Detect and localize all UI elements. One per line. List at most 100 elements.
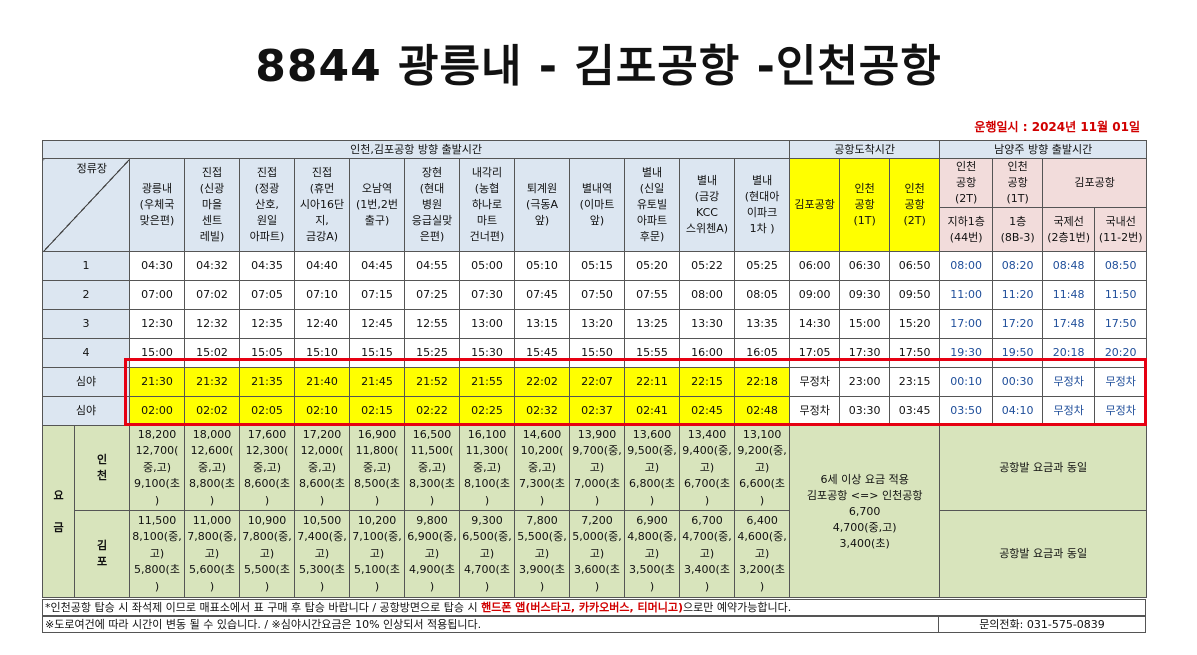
stop-header: 오남역 (1번,2번 출구) — [349, 158, 405, 252]
table-row: 2 07:00 07:02 07:05 07:10 07:15 07:25 07:30 07:4… — [42, 280, 1148, 310]
departure-time: 02:00 — [129, 396, 185, 426]
late-night-highlight-box — [124, 358, 1147, 426]
departure-time: 07:10 — [294, 280, 350, 310]
fare-incheon: 13,900 9,700(중, 고) 7,000(초 ) — [569, 425, 625, 511]
arrival-time: 23:00 — [839, 367, 891, 397]
fare-gimpo: 7,200 5,000(중, 고) 3,600(초 ) — [569, 510, 625, 598]
return-time: 11:50 — [1094, 280, 1148, 310]
stop-header: 장현 (현대 병원 응급실맞 은편) — [404, 158, 460, 252]
fare-gimpo: 10,500 7,400(중, 고) 5,300(초 ) — [294, 510, 350, 598]
arrival-time: 17:50 — [889, 338, 941, 368]
fare-gimpo: 11,500 8,100(중, 고) 5,800(초 ) — [129, 510, 185, 598]
departure-time: 04:55 — [404, 251, 460, 281]
departure-time: 02:32 — [514, 396, 570, 426]
departure-time: 05:00 — [459, 251, 515, 281]
return-time: 08:00 — [939, 251, 994, 281]
arrival-time: 06:00 — [789, 251, 841, 281]
departure-time: 07:15 — [349, 280, 405, 310]
return-time: 17:00 — [939, 309, 994, 339]
return-time: 20:20 — [1094, 338, 1148, 368]
contact-phone: 문의전화: 031-575-0839 — [938, 617, 1145, 632]
return-time: 17:50 — [1094, 309, 1148, 339]
departure-time: 08:00 — [679, 280, 735, 310]
departure-time: 05:20 — [624, 251, 680, 281]
arrival-time: 14:30 — [789, 309, 841, 339]
table-row: 인천,김포공항 방향 출발시간 공항도착시간 남양주 방향 출발시간 — [41, 140, 1148, 159]
departure-time: 02:05 — [239, 396, 295, 426]
fare-label: 요 금 — [42, 425, 75, 598]
return-header: 인천 공항 (1T) — [992, 158, 1044, 208]
fare-incheon: 17,200 12,000( 중,고) 8,600(초 ) — [294, 425, 350, 511]
arrival-time: 17:30 — [839, 338, 891, 368]
return-header: 김포공항 — [1042, 158, 1148, 208]
return-header: 인천 공항 (2T) — [939, 158, 994, 208]
departure-time: 13:20 — [569, 309, 625, 339]
return-time: 무정차 — [1042, 396, 1096, 426]
stop-header: 별내역 (이마트 앞) — [569, 158, 625, 252]
note-text-end: 으로만 예약가능합니다. — [683, 601, 792, 614]
fare-incheon: 17,600 12,300( 중,고) 8,600(초 ) — [239, 425, 295, 511]
departure-time: 04:35 — [239, 251, 295, 281]
departure-time: 15:50 — [569, 338, 625, 368]
arrival-header: 인천 공항 (2T) — [889, 158, 941, 252]
departure-time: 12:35 — [239, 309, 295, 339]
table-row: 3 12:30 12:32 12:35 12:40 12:45 12:55 13:00 13:1… — [42, 309, 1148, 339]
departure-time: 13:25 — [624, 309, 680, 339]
arrival-time: 17:05 — [789, 338, 841, 368]
airport-fare: 6세 이상 요금 적용 김포공항 <=> 인천공항 6,700 4,700(중,… — [789, 425, 941, 598]
arrival-time: 09:30 — [839, 280, 891, 310]
departure-time: 22:02 — [514, 367, 570, 397]
timetable: 인천,김포공항 방향 출발시간 공항도착시간 남양주 방향 출발시간 정류장 광릉내 (… — [41, 140, 1148, 598]
stop-label-cell: 정류장 — [42, 158, 130, 252]
return-subheader: 1층 (8B-3) — [992, 207, 1044, 252]
departure-time: 13:15 — [514, 309, 570, 339]
table-row: 심야 21:30 21:32 21:35 21:40 21:45 21:52 21:55 22:… — [42, 367, 1148, 397]
arrival-time: 03:45 — [889, 396, 941, 426]
departure-time: 13:35 — [733, 309, 791, 339]
departure-time: 05:22 — [679, 251, 735, 281]
stop-header: 별내 (신일 유토빌 아파트 후문) — [624, 158, 680, 252]
fare-gimpo: 9,800 6,900(중, 고) 4,900(초 ) — [404, 510, 460, 598]
arrival-time: 무정차 — [789, 396, 841, 426]
fare-incheon: 16,900 11,800( 중,고) 8,500(초 ) — [349, 425, 405, 511]
departure-time: 08:05 — [733, 280, 791, 310]
return-fare: 공항발 요금과 동일 — [939, 425, 1148, 511]
return-time: 11:00 — [939, 280, 994, 310]
fare-incheon: 18,200 12,700( 중,고) 9,100(초 ) — [129, 425, 185, 511]
note-app-highlight: 핸드폰 앱(버스타고, 카카오버스, 티머니고) — [481, 601, 684, 614]
arrival-time: 06:50 — [889, 251, 941, 281]
return-subheader: 국내선 (11-2번) — [1094, 207, 1148, 252]
arrival-time: 09:50 — [889, 280, 941, 310]
departure-time: 12:32 — [184, 309, 240, 339]
fare-gimpo: 11,000 7,800(중, 고) 5,600(초 ) — [184, 510, 240, 598]
return-time: 무정차 — [1094, 396, 1148, 426]
return-time: 17:48 — [1042, 309, 1096, 339]
departure-time: 07:30 — [459, 280, 515, 310]
departure-time: 12:30 — [129, 309, 185, 339]
note-line-2: ※도로여건에 따라 시간이 변동 될 수 있습니다. / ※심야시간요금은 10… — [42, 616, 1146, 633]
fare-incheon: 18,000 12,600( 중,고) 8,800(초 ) — [184, 425, 240, 511]
note-text-2: ※도로여건에 따라 시간이 변동 될 수 있습니다. / ※심야시간요금은 10… — [45, 618, 482, 631]
return-time: 20:18 — [1042, 338, 1096, 368]
fare-incheon: 13,600 9,500(중, 고) 6,800(초 ) — [624, 425, 680, 511]
fare-incheon: 13,400 9,400(중, 고) 6,700(초 ) — [679, 425, 735, 511]
departure-time: 21:55 — [459, 367, 515, 397]
departure-time: 15:05 — [239, 338, 295, 368]
departure-time: 02:02 — [184, 396, 240, 426]
note-text: *인천공항 탑승 시 좌석제 이므로 매표소에서 표 구매 후 탑승 바랍니다 … — [45, 601, 482, 614]
arrival-time: 23:15 — [889, 367, 941, 397]
departure-time: 07:02 — [184, 280, 240, 310]
departure-time: 07:05 — [239, 280, 295, 310]
arrival-header: 김포공항 — [789, 158, 841, 252]
row-label: 4 — [42, 338, 130, 368]
stop-header: 광릉내 (우체국 맞은편) — [129, 158, 185, 252]
return-subheader: 국제선 (2층1번) — [1042, 207, 1096, 252]
departure-time: 07:50 — [569, 280, 625, 310]
note-line-1: *인천공항 탑승 시 좌석제 이므로 매표소에서 표 구매 후 탑승 바랍니다 … — [42, 599, 1146, 616]
fare-incheon: 14,600 10,200( 중,고) 7,300(초 ) — [514, 425, 570, 511]
stop-header: 별내 (금강 KCC 스위첸A) — [679, 158, 735, 252]
fare-gimpo: 10,200 7,100(중, 고) 5,100(초 ) — [349, 510, 405, 598]
return-time: 11:20 — [992, 280, 1044, 310]
arrival-time: 09:00 — [789, 280, 841, 310]
